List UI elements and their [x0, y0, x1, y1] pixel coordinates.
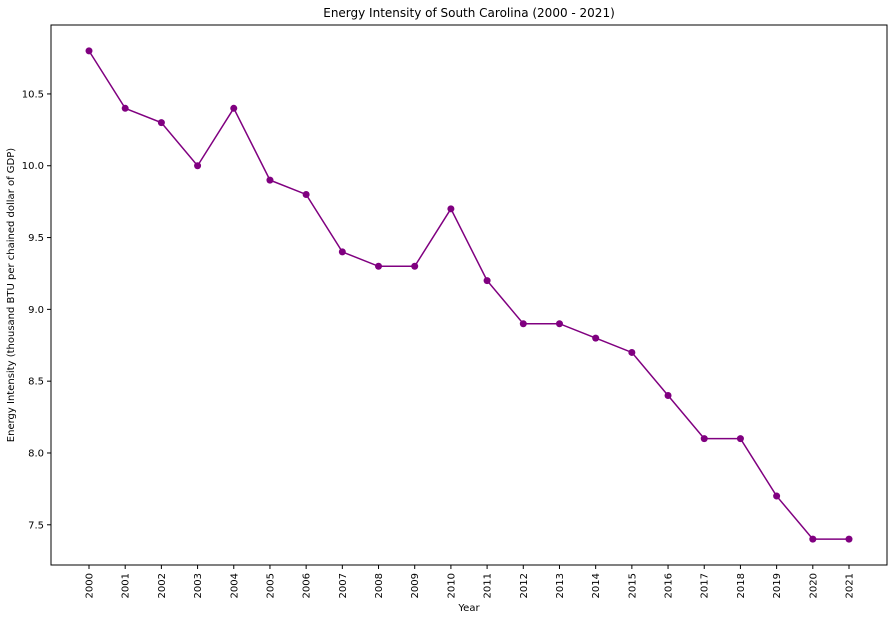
- x-tick-label: 2007: [338, 573, 349, 598]
- chart-title: Energy Intensity of South Carolina (2000…: [323, 6, 615, 20]
- y-tick-label: 7.5: [28, 520, 44, 531]
- data-point: [628, 348, 636, 356]
- data-point: [411, 262, 419, 270]
- data-point: [194, 162, 202, 170]
- x-axis: 2000 2001 2002 2003 2004 2005 2006 2007 2008 2009…: [85, 565, 856, 598]
- x-tick-label: 2001: [121, 573, 132, 598]
- x-axis-title: Year: [457, 603, 480, 614]
- x-tick-label: 2014: [591, 573, 602, 598]
- data-point: [302, 190, 310, 198]
- x-tick-label: 2011: [483, 573, 494, 598]
- plot-area: [50, 24, 888, 566]
- data-point: [736, 435, 744, 443]
- x-tick-label: 2000: [85, 573, 96, 598]
- y-tick-label: 10.5: [22, 89, 44, 100]
- plot-frame: [50, 24, 888, 566]
- x-tick-label: 2006: [302, 573, 313, 598]
- x-tick-label: 2008: [374, 573, 385, 598]
- x-tick-label: 2012: [519, 573, 530, 598]
- x-tick-label: 2003: [193, 573, 204, 598]
- y-tick-label: 10.0: [22, 161, 44, 172]
- data-point: [664, 392, 672, 400]
- series-line: [88, 50, 849, 540]
- x-tick-label: 2018: [736, 573, 747, 598]
- x-tick-label: 2004: [229, 573, 240, 598]
- series-group: [85, 47, 853, 543]
- data-point: [592, 334, 600, 342]
- data-point: [555, 320, 563, 328]
- x-tick-label: 2010: [446, 573, 457, 598]
- data-point: [121, 104, 129, 112]
- y-tick-label: 9.5: [28, 233, 44, 244]
- x-tick-label: 2019: [772, 573, 783, 598]
- x-tick-label: 2017: [700, 573, 711, 598]
- data-point: [338, 248, 346, 256]
- y-axis: 7.5 8.0 8.5 9.0 9.5 10.0 10.5: [22, 89, 51, 531]
- data-point: [375, 262, 383, 270]
- x-tick-label: 2002: [157, 573, 168, 598]
- x-tick-label: 2020: [808, 573, 819, 598]
- data-point: [230, 104, 238, 112]
- data-point: [483, 277, 491, 285]
- data-point: [266, 176, 274, 184]
- data-point: [700, 435, 708, 443]
- x-tick-label: 2013: [555, 573, 566, 598]
- y-tick-label: 8.5: [28, 377, 44, 388]
- data-point: [157, 119, 165, 127]
- data-point: [809, 535, 817, 543]
- y-tick-label: 9.0: [28, 305, 44, 316]
- data-point: [447, 205, 455, 213]
- data-point: [85, 47, 93, 55]
- x-tick-label: 2005: [265, 573, 276, 598]
- y-axis-title: Energy Intensity (thousand BTU per chain…: [6, 148, 17, 442]
- data-point: [773, 492, 781, 500]
- x-tick-label: 2009: [410, 573, 421, 598]
- y-tick-label: 8.0: [28, 448, 44, 459]
- x-tick-label: 2015: [627, 573, 638, 598]
- data-point: [519, 320, 527, 328]
- x-tick-label: 2016: [664, 573, 675, 598]
- x-tick-label: 2021: [845, 573, 856, 598]
- data-point: [845, 535, 853, 543]
